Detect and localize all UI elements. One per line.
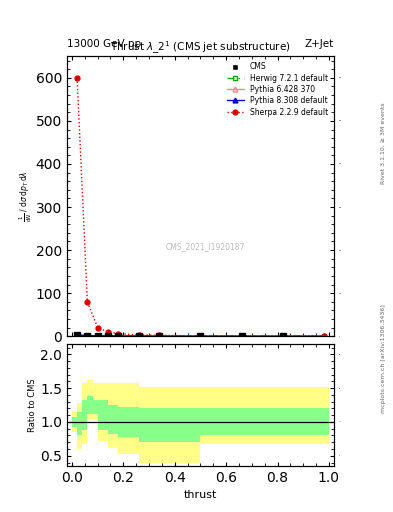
Herwig 7.2.1 default	[85, 332, 90, 338]
Herwig 7.2.1 default	[116, 333, 121, 339]
Pythia 6.428 370	[198, 333, 203, 339]
Sherpa 2.2.9 default	[321, 333, 326, 339]
Pythia 6.428 370	[75, 332, 79, 338]
Sherpa 2.2.9 default	[75, 75, 79, 81]
CMS	[239, 333, 244, 339]
Text: Rivet 3.1.10, ≥ 3M events: Rivet 3.1.10, ≥ 3M events	[381, 102, 386, 184]
Y-axis label: Ratio to CMS: Ratio to CMS	[28, 378, 37, 432]
Line: Pythia 6.428 370: Pythia 6.428 370	[75, 333, 326, 338]
Pythia 8.308 default	[136, 333, 141, 339]
Text: CMS_2021_I1920187: CMS_2021_I1920187	[166, 242, 246, 251]
Text: Z+Jet: Z+Jet	[305, 38, 334, 49]
Herwig 7.2.1 default	[75, 332, 79, 338]
Pythia 6.428 370	[106, 333, 110, 339]
Pythia 8.308 default	[198, 333, 203, 339]
Line: CMS: CMS	[74, 333, 285, 339]
Sherpa 2.2.9 default	[239, 333, 244, 339]
Herwig 7.2.1 default	[157, 333, 162, 339]
CMS	[95, 333, 100, 339]
Title: Thrust $\lambda\_2^1$ (CMS jet substructure): Thrust $\lambda\_2^1$ (CMS jet substruct…	[110, 40, 291, 56]
CMS	[85, 332, 90, 338]
Pythia 6.428 370	[280, 333, 285, 339]
Pythia 6.428 370	[321, 333, 326, 339]
Line: Pythia 8.308 default: Pythia 8.308 default	[75, 333, 326, 338]
Pythia 6.428 370	[239, 333, 244, 339]
Pythia 8.308 default	[280, 333, 285, 339]
Pythia 6.428 370	[95, 333, 100, 339]
Sherpa 2.2.9 default	[280, 333, 285, 339]
Sherpa 2.2.9 default	[85, 298, 90, 305]
Pythia 6.428 370	[157, 333, 162, 339]
Herwig 7.2.1 default	[95, 333, 100, 339]
Sherpa 2.2.9 default	[198, 333, 203, 339]
Pythia 8.308 default	[106, 333, 110, 339]
Pythia 8.308 default	[239, 333, 244, 339]
Line: Sherpa 2.2.9 default: Sherpa 2.2.9 default	[75, 75, 326, 338]
Herwig 7.2.1 default	[280, 333, 285, 339]
Pythia 6.428 370	[85, 333, 90, 339]
Pythia 8.308 default	[321, 333, 326, 339]
Sherpa 2.2.9 default	[116, 331, 121, 337]
Pythia 8.308 default	[116, 333, 121, 339]
Sherpa 2.2.9 default	[106, 329, 110, 335]
CMS	[198, 333, 203, 339]
CMS	[157, 333, 162, 339]
Pythia 8.308 default	[95, 333, 100, 339]
Herwig 7.2.1 default	[136, 333, 141, 339]
Herwig 7.2.1 default	[198, 333, 203, 339]
Pythia 6.428 370	[136, 333, 141, 339]
CMS	[280, 333, 285, 339]
Pythia 8.308 default	[85, 332, 90, 338]
X-axis label: thrust: thrust	[184, 490, 217, 500]
CMS	[116, 333, 121, 339]
Sherpa 2.2.9 default	[136, 332, 141, 338]
Pythia 8.308 default	[75, 332, 79, 338]
Text: 13000 GeV pp: 13000 GeV pp	[67, 38, 141, 49]
CMS	[75, 332, 79, 338]
Sherpa 2.2.9 default	[95, 325, 100, 331]
Herwig 7.2.1 default	[106, 333, 110, 339]
Pythia 6.428 370	[116, 333, 121, 339]
Pythia 8.308 default	[157, 333, 162, 339]
Sherpa 2.2.9 default	[157, 332, 162, 338]
Legend: CMS, Herwig 7.2.1 default, Pythia 6.428 370, Pythia 8.308 default, Sherpa 2.2.9 : CMS, Herwig 7.2.1 default, Pythia 6.428 …	[224, 60, 330, 119]
CMS	[136, 333, 141, 339]
Herwig 7.2.1 default	[239, 333, 244, 339]
Text: mcplots.cern.ch [arXiv:1306.3436]: mcplots.cern.ch [arXiv:1306.3436]	[381, 304, 386, 413]
Line: Herwig 7.2.1 default: Herwig 7.2.1 default	[75, 333, 326, 338]
CMS	[106, 333, 110, 339]
Herwig 7.2.1 default	[321, 333, 326, 339]
Y-axis label: $\frac{1}{\mathrm{d}N}$ / $\mathrm{d}\sigma\,\mathrm{d}p_T\,\mathrm{d}\lambda$: $\frac{1}{\mathrm{d}N}$ / $\mathrm{d}\si…	[18, 170, 34, 222]
